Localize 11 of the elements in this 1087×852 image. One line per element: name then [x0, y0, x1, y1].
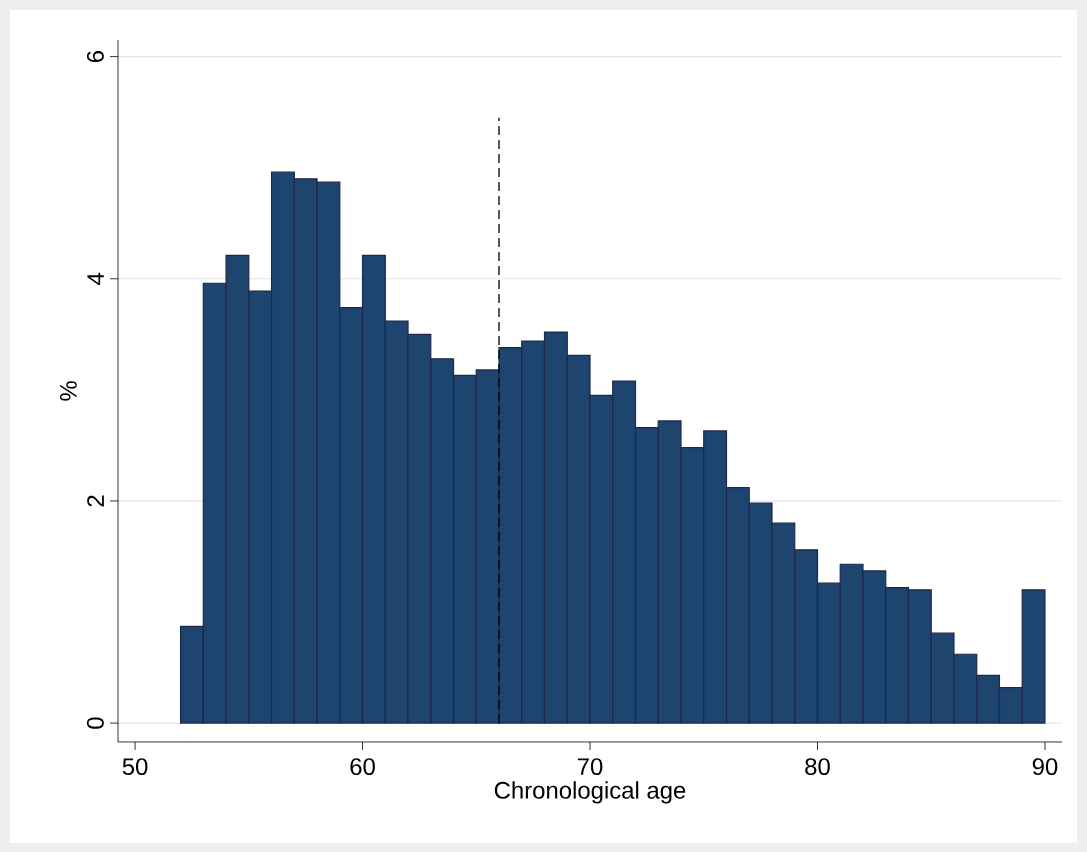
y-tick-label: 2: [87, 495, 104, 507]
x-tick-label: 80: [805, 758, 830, 776]
x-tick-label: 90: [1032, 758, 1058, 776]
y-axis-title: %: [60, 381, 77, 401]
y-tick-label: 6: [86, 51, 104, 63]
x-tick-label: 60: [350, 758, 375, 776]
x-tick-label: 50: [122, 758, 148, 776]
y-tick-label: 0: [86, 717, 104, 729]
x-axis-title: Chronological age: [494, 781, 686, 804]
y-tick-label: 4: [87, 272, 104, 285]
x-tick-label: 70: [577, 758, 603, 776]
